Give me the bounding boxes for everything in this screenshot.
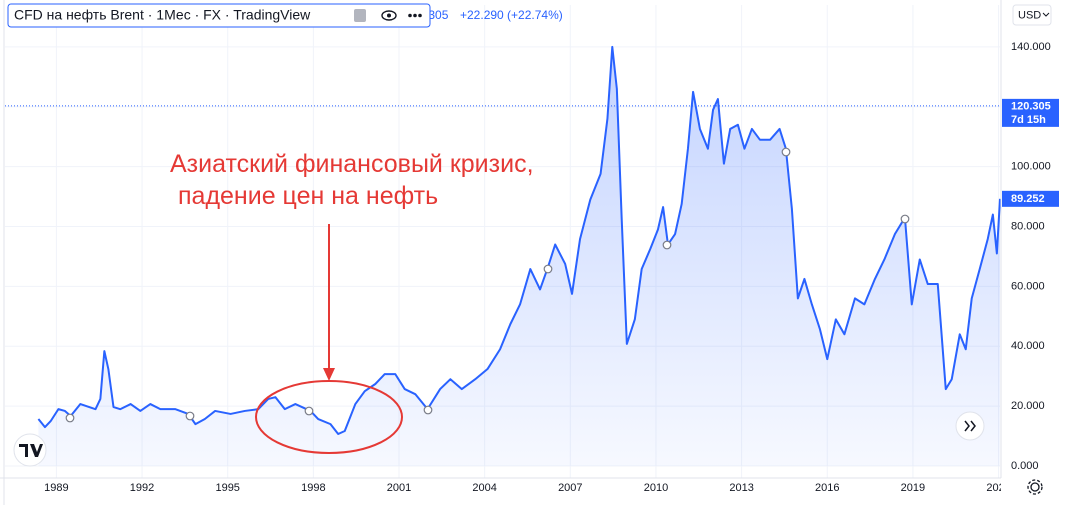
y-tick-label: 20.000 bbox=[1011, 400, 1045, 412]
area-fill bbox=[38, 46, 1000, 467]
event-markers bbox=[65, 147, 910, 423]
event-marker[interactable] bbox=[543, 264, 553, 274]
x-tick-label: 2004 bbox=[472, 482, 496, 494]
y-tick-label: 40.000 bbox=[1011, 340, 1045, 352]
legend-icons bbox=[354, 9, 422, 22]
x-tick-label: 1989 bbox=[44, 482, 68, 494]
legend-box[interactable] bbox=[7, 3, 431, 28]
symbol-title: CFD на нефть Brent · 1Мес · FX · Trading… bbox=[14, 7, 311, 23]
dropdown-caret bbox=[1042, 12, 1050, 17]
y-axis: 0.000 20.000 40.000 60.000 80.000 100.000 120.… bbox=[1002, 41, 1059, 472]
currency-button[interactable] bbox=[1012, 4, 1052, 26]
x-tick-label: 1995 bbox=[215, 482, 239, 494]
highlight-ellipse bbox=[255, 380, 403, 454]
y-tick-label: 80.000 bbox=[1011, 220, 1045, 232]
scroll-button[interactable] bbox=[955, 411, 985, 441]
icon-more[interactable] bbox=[408, 13, 422, 18]
tv-logo[interactable] bbox=[13, 433, 47, 467]
last-price-label: 89.252 bbox=[1011, 193, 1045, 205]
x-tick-label: 2001 bbox=[387, 482, 411, 494]
event-marker[interactable] bbox=[662, 240, 672, 250]
price-badge-label: 120.305 bbox=[1011, 100, 1051, 112]
price-axis-panel bbox=[1001, 0, 1069, 505]
countdown-label: 7d 15h bbox=[1011, 114, 1046, 126]
event-marker[interactable] bbox=[781, 147, 791, 157]
x-tick-label: 1998 bbox=[301, 482, 325, 494]
x-axis: 1989 1992 1995 1998 2001 2004 2007 2010 2013 2016… bbox=[44, 482, 1011, 494]
x-tick-label: 2010 bbox=[644, 482, 668, 494]
last-price-badge bbox=[1002, 190, 1059, 207]
annotation-text: падение цен на нефть bbox=[178, 182, 438, 210]
event-marker[interactable] bbox=[423, 405, 433, 415]
y-tick-label: 140.000 bbox=[1011, 41, 1051, 53]
icon-eye[interactable] bbox=[381, 10, 397, 21]
icon[interactable] bbox=[354, 9, 366, 22]
y-tick-label: 0.000 bbox=[1011, 460, 1039, 472]
x-tick-label: 2019 bbox=[901, 482, 925, 494]
price-badge bbox=[1002, 98, 1059, 127]
icon-eye-pupil bbox=[387, 13, 391, 18]
arrow-head bbox=[323, 368, 335, 381]
scroll-icon bbox=[964, 420, 976, 432]
y-tick-label: 100.000 bbox=[1011, 161, 1051, 173]
plot bbox=[5, 45, 1001, 467]
header-change: +22.290 (+22.74%) bbox=[460, 8, 563, 22]
y-tick-label: 60.000 bbox=[1011, 280, 1045, 292]
x-tick-label: 1992 bbox=[130, 482, 154, 494]
currency-label: USD bbox=[1018, 9, 1041, 21]
price-line bbox=[37, 45, 1001, 435]
event-marker[interactable] bbox=[304, 406, 314, 416]
annotation: Азиатский финансовый кризис, падение цен… bbox=[170, 150, 534, 454]
tv-logo-mark bbox=[19, 444, 43, 457]
x-tick-label: 2016 bbox=[815, 482, 839, 494]
annotation-text: Азиатский финансовый кризис, bbox=[170, 150, 534, 178]
x-tick-label: 2013 bbox=[729, 482, 753, 494]
event-marker[interactable] bbox=[185, 411, 195, 421]
event-marker[interactable] bbox=[900, 214, 910, 224]
event-marker[interactable] bbox=[65, 413, 75, 423]
settings-icon[interactable] bbox=[1027, 479, 1043, 495]
x-tick-label: 2007 bbox=[558, 482, 582, 494]
